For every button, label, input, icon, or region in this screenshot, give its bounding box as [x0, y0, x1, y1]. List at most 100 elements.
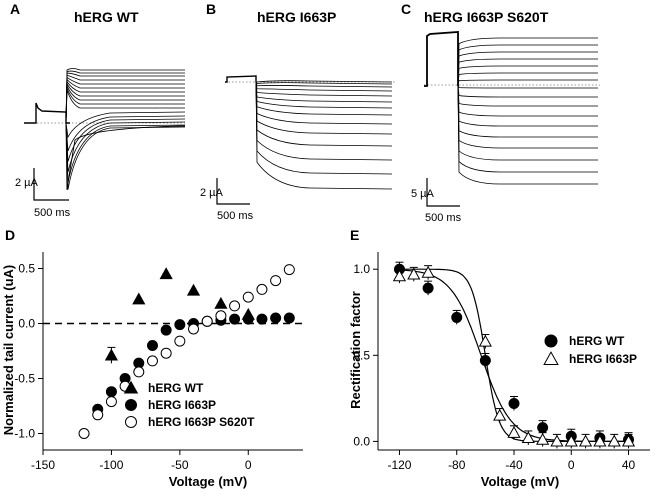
legend-marker-e [543, 351, 559, 366]
prepulse-trace-c [424, 31, 459, 87]
current-traces-b [225, 75, 395, 190]
data-point-e [607, 434, 621, 447]
data-point-e [422, 282, 434, 294]
data-point-d [242, 313, 254, 325]
data-point-d [214, 296, 228, 309]
data-point-e [550, 434, 564, 447]
legend-marker-d [125, 416, 137, 428]
data-point-e [536, 432, 550, 445]
tail-trace-c [457, 79, 598, 86]
scale-bar-b-y-label: 2 µA [200, 187, 224, 199]
data-point-d [215, 310, 227, 322]
x-tick-label-d: -100 [99, 458, 123, 472]
tail-trace-b [255, 81, 393, 103]
data-point-d [256, 313, 268, 325]
data-point-e [478, 334, 492, 347]
prepulse-trace-a [24, 102, 70, 124]
scale-bar-a: 2 µA 500 ms [15, 168, 71, 219]
panel-label-d: D [5, 227, 15, 243]
scale-bar-c: 5 µA 500 ms [411, 178, 462, 224]
legend-marker-d [125, 399, 137, 411]
legend-d: hERG WT hERG I663P hERG I663P S620T [123, 380, 255, 429]
legend-e: hERG WT hERG I663P [543, 334, 637, 366]
tail-trace-b [255, 81, 393, 125]
data-point-e [508, 398, 520, 410]
tail-trace-c [457, 72, 598, 86]
legend-marker-d [123, 380, 139, 394]
data-point-d [146, 340, 158, 351]
y-tick-label-e: 1.0 [353, 262, 370, 276]
data-point-d [283, 312, 295, 324]
tail-trace-c [457, 84, 598, 149]
legend-label-e: hERG I663P [569, 352, 637, 366]
scale-bar-c-x-label: 500 ms [425, 212, 462, 224]
data-point-d [105, 386, 117, 398]
chart-d: D -150 -100 -50 0 -1.0 -0.5 0.0 0.5 Voltage (mV… [1, 227, 303, 489]
x-tick-label-e: 40 [622, 458, 636, 472]
tail-trace-a [65, 87, 185, 124]
data-point-e [392, 269, 407, 282]
scale-bar-b: 2 µA 500 ms [200, 178, 254, 222]
tail-trace-c [457, 84, 598, 117]
data-point-d [159, 267, 173, 280]
tail-trace-a [65, 85, 185, 124]
data-point-d [256, 283, 268, 295]
data-point-d [188, 323, 200, 335]
y-tick-label-d: -0.5 [14, 372, 35, 386]
data-point-d [283, 264, 295, 276]
x-tick-label-e: 0 [568, 458, 575, 472]
data-point-e [493, 408, 507, 421]
tail-trace-c [457, 84, 598, 138]
data-point-e [564, 434, 578, 447]
tail-trace-a [65, 78, 185, 124]
tail-trace-a [65, 74, 185, 124]
data-point-e [407, 267, 421, 280]
data-point-e [507, 426, 521, 438]
panel-label-c: C [401, 1, 411, 17]
tail-trace-c [457, 84, 598, 89]
data-point-e [421, 265, 435, 278]
x-axis-label-d: Voltage (mV) [169, 474, 248, 489]
y-tick-label-e: 0.0 [353, 434, 370, 448]
current-traces-a [24, 68, 186, 191]
data-point-d [229, 300, 241, 312]
data-point-d [201, 315, 213, 327]
tail-trace-c [457, 58, 598, 86]
data-point-e [479, 354, 491, 366]
panel-label-b: B [206, 1, 216, 17]
data-point-e [593, 434, 607, 447]
tail-trace-a [65, 122, 186, 190]
data-point-d [174, 335, 186, 347]
tail-trace-b [255, 81, 393, 190]
tail-trace-a [65, 122, 186, 183]
x-tick-label-e: -40 [505, 458, 523, 472]
data-point-d [105, 396, 117, 408]
x-tick-label-d: -150 [31, 458, 55, 472]
scale-bar-b-x-label: 500 ms [217, 210, 254, 222]
scale-bar-c-y-label: 5 µA [411, 188, 435, 200]
chart-e: E -120 -80 -40 0 40 0.0 0.5 1.0 Voltage (mV) Re… [348, 227, 650, 489]
panel-title-a: hERG WT [74, 9, 139, 25]
y-tick-label-d: 0.0 [18, 317, 35, 331]
tail-trace-c [457, 37, 598, 86]
tail-trace-a [65, 70, 185, 124]
x-tick-label-d: -50 [171, 458, 189, 472]
scale-bar-a-x-label: 500 ms [34, 207, 71, 219]
tail-trace-a [65, 82, 185, 124]
data-point-d [104, 348, 119, 361]
x-tick-label-d: 0 [245, 458, 252, 472]
tail-trace-c [457, 84, 598, 161]
x-tick-label-e: -120 [387, 458, 411, 472]
tail-trace-c [457, 84, 598, 185]
tail-trace-c [457, 51, 598, 86]
legend-label-d: hERG I663P [148, 398, 216, 412]
panel-label-e: E [350, 227, 359, 243]
tail-trace-a [65, 115, 186, 152]
data-point-d [78, 428, 90, 439]
x-axis-label-e: Voltage (mV) [481, 474, 560, 489]
y-tick-label-e: 0.5 [353, 348, 370, 362]
y-tick-label-d: -1.0 [14, 427, 35, 441]
data-point-d [242, 291, 254, 303]
legend-label-d: hERG WT [148, 381, 204, 395]
